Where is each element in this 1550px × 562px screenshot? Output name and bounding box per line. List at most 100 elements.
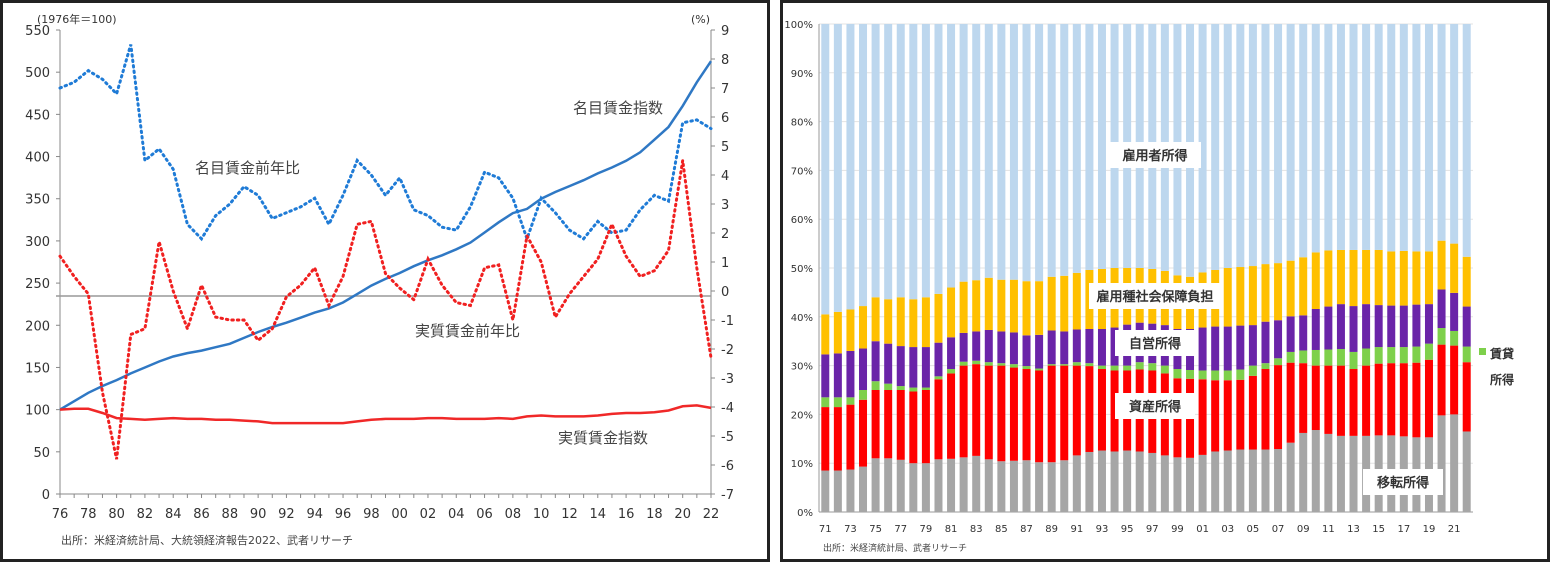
bar-segment-1 (997, 461, 1006, 512)
left-y-tick-label: 500 (25, 66, 50, 81)
series-annotation: 資産所得 (1129, 399, 1181, 415)
left-y-tick-label: 250 (25, 277, 50, 292)
bar-segment-6 (959, 24, 968, 282)
bar-segment-6 (859, 24, 868, 307)
bar-segment-1 (1311, 430, 1320, 512)
bar-segment-3 (859, 390, 868, 400)
bar-segment-3 (1110, 365, 1119, 371)
bar-segment-2 (833, 407, 842, 471)
bar-segment-6 (1072, 24, 1081, 273)
bar-segment-1 (1173, 457, 1182, 512)
right-y-tick-label: 9 (721, 24, 729, 39)
bar-segment-5 (1311, 252, 1320, 309)
x-tick-label: 73 (844, 524, 857, 535)
bar-segment-1 (972, 455, 981, 512)
bar-segment-2 (1311, 365, 1320, 431)
bar-segment-6 (1349, 24, 1358, 250)
bar-segment-5 (1261, 264, 1270, 322)
bar-segment-3 (1349, 351, 1358, 370)
bar-segment-5 (909, 299, 918, 348)
series-line-2 (58, 44, 713, 244)
bar-segment-4 (947, 337, 956, 370)
x-tick-label: 78 (80, 507, 97, 522)
bar-segment-2 (871, 390, 880, 459)
bar-segment-3 (871, 381, 880, 390)
bar-segment-3 (947, 369, 956, 374)
right-y-tick-label: 6 (721, 111, 729, 126)
x-tick-label: 09 (1297, 524, 1310, 535)
right-y-tick-label: -2 (721, 343, 734, 358)
bar-segment-6 (1097, 24, 1106, 269)
bar-segment-5 (1374, 249, 1383, 306)
bar-segment-6 (1336, 24, 1345, 250)
bar-segment-4 (1261, 321, 1270, 364)
bar-segment-1 (1450, 414, 1459, 512)
series-annotation: 雇用者所得 (1122, 148, 1187, 164)
bar-segment-4 (1236, 325, 1245, 370)
bar-segment-3 (997, 363, 1006, 366)
bar-segment-3 (1387, 347, 1396, 364)
bar-segment-5 (833, 311, 842, 354)
bar-segment-4 (833, 353, 842, 398)
bar-segment-5 (947, 287, 956, 338)
bar-segment-2 (821, 407, 830, 471)
y-tick-label: 20% (791, 410, 813, 421)
bar-segment-5 (1362, 249, 1371, 305)
bar-segment-4 (1424, 304, 1433, 344)
bar-segment-3 (1462, 346, 1471, 363)
left-y-tick-label: 300 (25, 235, 50, 250)
bar-segment-3 (1274, 358, 1283, 366)
left-y-tick-label: 400 (25, 151, 50, 166)
x-tick-label: 75 (869, 524, 882, 535)
x-tick-label: 88 (222, 507, 239, 522)
bar-segment-2 (997, 365, 1006, 462)
series-annotation: 移転所得 (1377, 475, 1429, 491)
bar-segment-4 (1274, 320, 1283, 359)
bar-segment-4 (1211, 326, 1220, 371)
bar-segment-2 (1286, 362, 1295, 443)
bar-segment-6 (947, 24, 956, 288)
bar-segment-3 (1437, 328, 1446, 345)
bar-segment-4 (1412, 304, 1421, 347)
series-annotation: 名目賃金指数 (573, 99, 663, 117)
bar-segment-4 (909, 347, 918, 388)
bar-segment-5 (1462, 256, 1471, 307)
bar-segment-4 (1299, 315, 1308, 351)
bar-segment-6 (1211, 24, 1220, 270)
legend-label: 所得 (1490, 372, 1514, 387)
bar-segment-2 (1097, 369, 1106, 451)
bar-segment-2 (934, 379, 943, 460)
bar-segment-1 (1349, 435, 1358, 512)
bar-segment-3 (1286, 351, 1295, 363)
x-tick-label: 08 (505, 507, 522, 522)
x-tick-label: 86 (193, 507, 210, 522)
right-y-tick-label: -6 (721, 459, 734, 474)
y-tick-label: 0% (797, 508, 813, 519)
bar-segment-3 (1324, 349, 1333, 366)
series-annotation: 自営所得 (1129, 336, 1181, 352)
bar-segment-6 (1299, 24, 1308, 258)
x-tick-label: 84 (165, 507, 182, 522)
bar-segment-4 (1399, 305, 1408, 348)
bar-segment-3 (1198, 370, 1207, 380)
bar-segment-2 (1047, 365, 1056, 463)
bar-segment-4 (1462, 306, 1471, 347)
bar-segment-6 (1236, 24, 1245, 268)
bar-segment-6 (1450, 24, 1459, 244)
bar-segment-4 (821, 354, 830, 398)
bar-segment-4 (1085, 329, 1094, 364)
bar-segment-5 (1236, 267, 1245, 326)
y-tick-label: 70% (791, 166, 813, 177)
bar-segment-6 (1412, 24, 1421, 252)
bar-segment-1 (1097, 450, 1106, 512)
bar-segment-3 (1236, 369, 1245, 380)
bar-segment-3 (1035, 368, 1044, 371)
bar-segment-2 (859, 399, 868, 467)
right-y-tick-label: 1 (721, 256, 729, 271)
x-tick-label: 07 (1272, 524, 1285, 535)
legend-label: 賃貸 (1489, 346, 1514, 361)
bar-segment-4 (1387, 305, 1396, 348)
right-y-tick-label: 7 (721, 82, 729, 97)
x-tick-label: 97 (1146, 524, 1159, 535)
bar-segment-6 (884, 24, 893, 300)
